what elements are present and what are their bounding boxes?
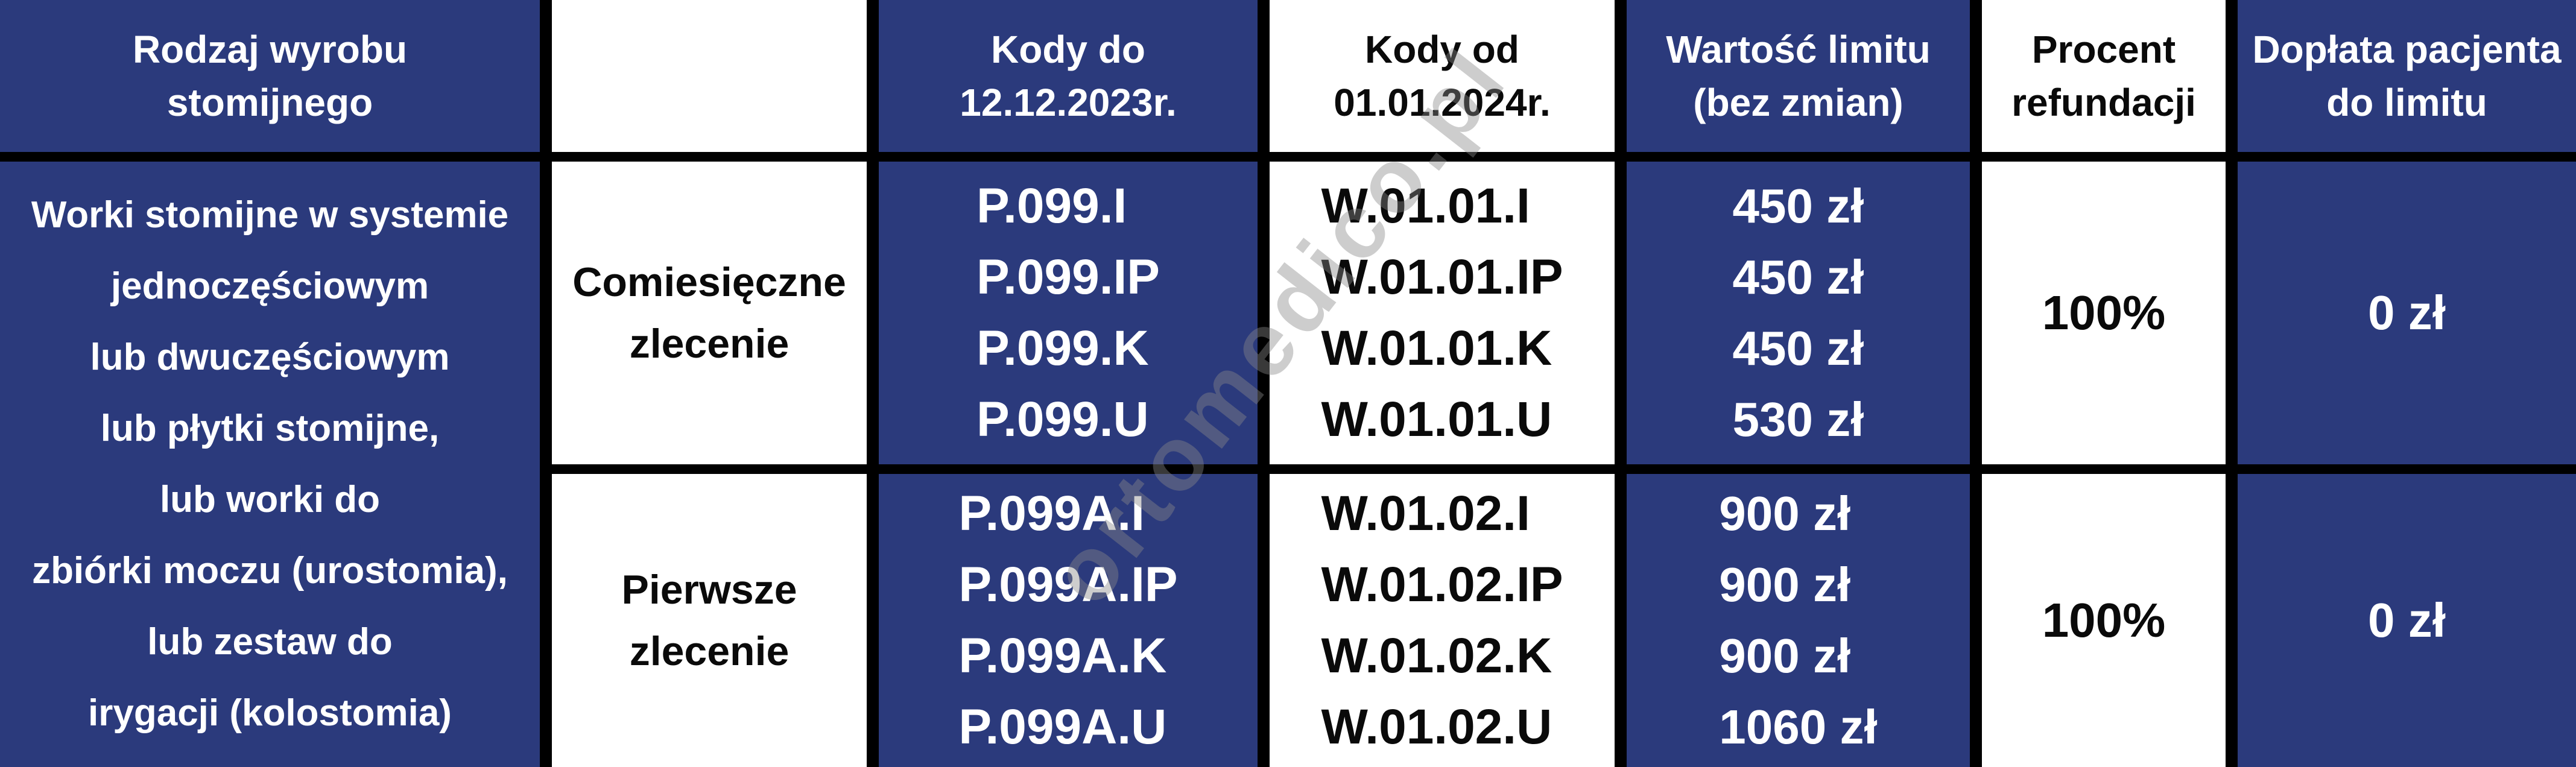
header-cell-kody-do: Kody do 12.12.2023r. <box>879 0 1258 152</box>
codes-new-cell: W.01.01.I W.01.01.IP W.01.01.K W.01.01.U <box>1270 162 1615 464</box>
header-cell-kody-od: Kody od 01.01.2024r. <box>1270 0 1615 152</box>
order-type-cell: Pierwsze zlecenie <box>552 474 867 767</box>
limit-values-text: 900 zł 900 zł 900 zł 1060 zł <box>1719 487 1878 754</box>
patient-copay-cell: 0 zł <box>2238 162 2576 464</box>
codes-old-text: P.099.I P.099.IP P.099.K P.099.U <box>976 178 1160 447</box>
codes-new-cell: W.01.02.I W.01.02.IP W.01.02.K W.01.02.U <box>1270 474 1615 767</box>
product-description-cell: Worki stomijne w systemie jednoczęściowy… <box>0 162 540 767</box>
codes-old-text: P.099A.I P.099A.IP P.099A.K P.099A.U <box>958 486 1178 754</box>
header-cell-procent: Procent refundacji <box>1982 0 2226 152</box>
limit-values-cell: 900 zł 900 zł 900 zł 1060 zł <box>1627 474 1970 767</box>
codes-old-cell: P.099.I P.099.IP P.099.K P.099.U <box>879 162 1258 464</box>
order-type-cell: Comiesięczne zlecenie <box>552 162 867 464</box>
patient-copay-cell: 0 zł <box>2238 474 2576 767</box>
refund-percent-cell: 100% <box>1982 162 2226 464</box>
limit-values-cell: 450 zł 450 zł 450 zł 530 zł <box>1627 162 1970 464</box>
refund-percent-cell: 100% <box>1982 474 2226 767</box>
codes-old-cell: P.099A.I P.099A.IP P.099A.K P.099A.U <box>879 474 1258 767</box>
codes-new-text: W.01.01.I W.01.01.IP W.01.01.K W.01.01.U <box>1321 178 1563 447</box>
header-cell-empty <box>552 0 867 152</box>
limit-values-text: 450 zł 450 zł 450 zł 530 zł <box>1732 179 1864 446</box>
header-cell-rodzaj-wyrobu: Rodzaj wyrobu stomijnego <box>0 0 540 152</box>
header-cell-wartosc-limitu: Wartość limitu (bez zmian) <box>1627 0 1970 152</box>
codes-new-text: W.01.02.I W.01.02.IP W.01.02.K W.01.02.U <box>1321 486 1563 754</box>
header-cell-doplata: Dopłata pacjenta do limitu <box>2238 0 2576 152</box>
